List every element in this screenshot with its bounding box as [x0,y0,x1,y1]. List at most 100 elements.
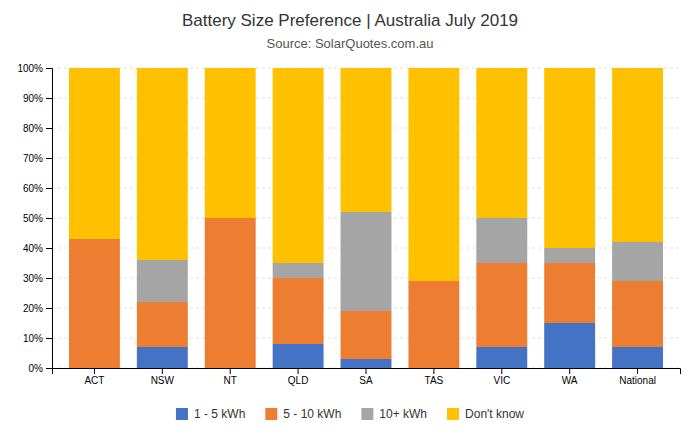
bar [137,302,188,347]
x-tick-mark [230,368,231,374]
bar [476,68,527,218]
y-tick-label: 70% [23,153,43,164]
y-tick-label: 80% [23,123,43,134]
x-tick-label: WA [562,375,578,386]
x-tick: NT [224,368,237,386]
y-tick-label: 60% [23,183,43,194]
x-tick: VIC [493,368,510,386]
x-tick-mark [162,368,163,374]
x-axis: ACT NSW NT QLD SA TAS VIC WA National [53,368,681,386]
legend: 1 - 5 kWh 5 - 10 kWh 10+ kWh Don't know [176,407,524,421]
bars [69,68,663,368]
y-tick-label: 90% [23,93,43,104]
x-tick-label: NSW [151,375,175,386]
bar [341,68,392,212]
x-tick-mark [501,368,502,374]
y-tick: 90% [23,93,52,104]
x-tick: SA [359,368,373,386]
bar [544,248,595,263]
bar [273,344,324,368]
bar [137,68,188,260]
y-tick-label: 100% [17,63,43,74]
x-axis-line [53,369,681,375]
x-tick-label: NT [224,375,237,386]
x-tick-mark [637,368,638,374]
bar [341,359,392,368]
bar [341,311,392,359]
x-tick-label: SA [359,375,373,386]
bar [69,239,120,368]
x-tick-mark [569,368,570,374]
legend-label: 1 - 5 kWh [194,407,245,421]
bar [612,281,663,347]
legend-swatch [265,408,277,420]
y-tick-mark [46,278,52,279]
x-tick: WA [562,368,578,386]
bar [408,281,459,368]
x-tick-label: VIC [493,375,510,386]
y-axis-line [46,69,53,369]
legend-item: 1 - 5 kWh [176,407,245,421]
bar [476,263,527,347]
legend-label: Don't know [465,407,524,421]
y-tick: 100% [17,63,52,74]
y-tick-label: 40% [23,243,43,254]
bar [476,218,527,263]
y-tick-mark [46,338,52,339]
y-tick-mark [46,218,52,219]
y-tick: 60% [23,183,52,194]
bar [341,212,392,311]
bar [137,347,188,368]
y-tick: 70% [23,153,52,164]
bar [205,218,256,368]
bar [544,323,595,368]
bar [205,68,256,218]
legend-label: 10+ kWh [379,407,427,421]
y-tick-label: 10% [23,333,43,344]
title: Battery Size Preference | Australia July… [182,11,518,30]
legend-item: Don't know [447,407,524,421]
y-tick-label: 30% [23,273,43,284]
bar [544,263,595,323]
y-axis: 0% 10% 20% 30% 40% 50% 60% 70% 80% 90% 100% [17,63,52,374]
x-tick: NSW [151,368,175,386]
y-tick-label: 20% [23,303,43,314]
y-tick: 40% [23,243,52,254]
x-tick-mark [298,368,299,374]
grid [52,68,680,368]
bar [544,68,595,248]
x-tick: QLD [288,368,309,386]
legend-swatch [361,408,373,420]
bar [273,68,324,263]
bar [612,68,663,242]
y-tick-mark [46,368,52,369]
x-tick-mark [433,368,434,374]
x-tick: TAS [425,368,444,386]
y-tick-mark [46,68,52,69]
y-tick-mark [46,128,52,129]
bar [69,68,120,239]
legend-item: 5 - 10 kWh [265,407,341,421]
y-tick: 30% [23,273,52,284]
bar [137,260,188,302]
x-tick-label: National [619,375,656,386]
y-tick-label: 0% [29,363,44,374]
bar [408,68,459,281]
y-tick: 50% [23,213,52,224]
bar [476,347,527,368]
y-tick: 80% [23,123,52,134]
y-tick: 0% [29,363,52,374]
x-tick-label: QLD [288,375,309,386]
bar [273,263,324,278]
subtitle: Source: SolarQuotes.com.au [267,36,434,51]
x-tick-label: TAS [425,375,444,386]
bar [612,242,663,281]
y-tick-mark [46,158,52,159]
y-tick-label: 50% [23,213,43,224]
y-tick-mark [46,188,52,189]
y-tick: 20% [23,303,52,314]
x-tick-mark [366,368,367,374]
x-tick: National [619,368,656,386]
x-tick-label: ACT [84,375,104,386]
y-tick: 10% [23,333,52,344]
